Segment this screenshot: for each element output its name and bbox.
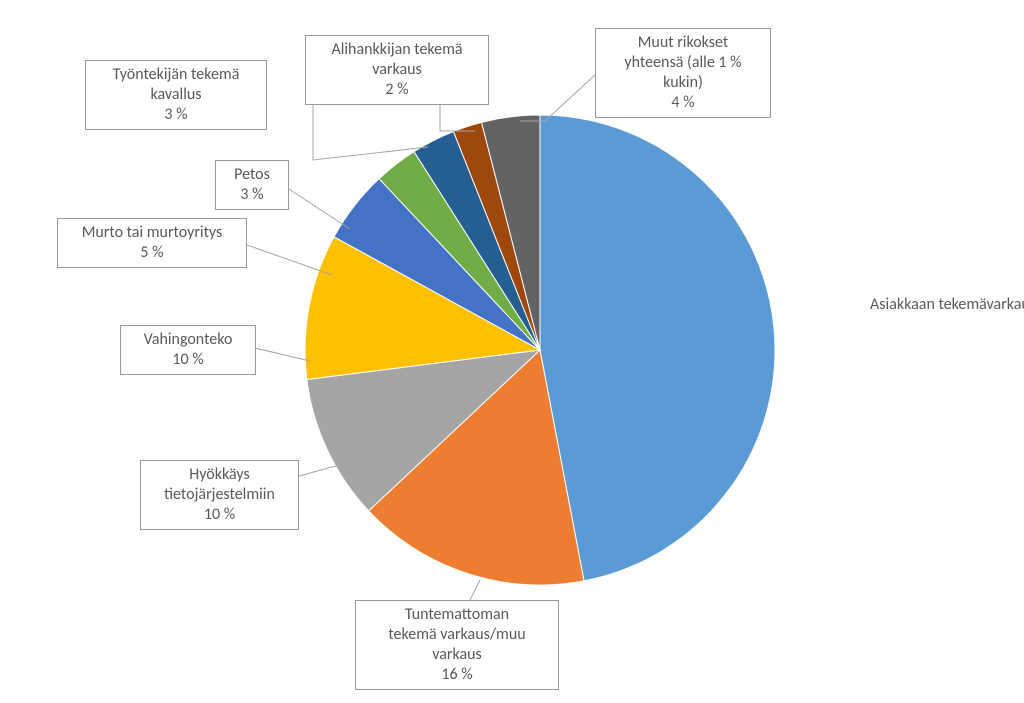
slice-label-line: varkaus [987,295,1024,314]
slice-label-line: tekemä varkaus/muu [362,625,552,645]
slice-label: Alihankkijan tekemävarkaus2 % [305,35,489,105]
slice-label: Vahingonteko10 % [120,325,256,375]
slice-label-percent: 10 % [147,505,292,525]
slice-label: Työntekijän tekemäkavallus3 % [85,60,267,130]
pie-chart-container: Asiakkaan tekemävarkaus47 % Tuntemattoman… [0,0,1024,703]
slice-label-line: Asiakkaan tekemä [870,295,987,314]
slice-label: Murto tai murtoyritys5 % [57,218,247,268]
slice-label-percent: 2 % [312,80,482,100]
leader-line [520,75,595,121]
slice-label: Muut rikoksetyhteensä (alle 1 %kukin)4 % [595,28,771,118]
leader-line [470,580,480,600]
slice-label-line: Murto tai murtoyritys [64,223,240,243]
slice-label-line: Vahingonteko [127,330,249,350]
slice-label-percent: 5 % [64,243,240,263]
slice-label-percent: 3 % [222,185,282,205]
slice-label-percent: 16 % [362,665,552,685]
slice-label-line: Tuntemattoman [362,605,552,625]
slice-label-line: Muut rikokset [602,33,764,53]
slice-label-percent: 3 % [92,105,260,125]
slice-label: Tuntemattomantekemä varkaus/muuvarkaus16… [355,600,559,690]
slice-label-line: tietojärjestelmiin [147,485,292,505]
slice-label-line: kavallus [92,85,260,105]
slice-label: Hyökkäystietojärjestelmiin10 % [140,460,299,530]
leader-line [233,240,332,275]
slice-label-percent: 10 % [127,350,249,370]
slice-label-line: kukin) [602,73,764,93]
slice-label-line: Työntekijän tekemä [92,65,260,85]
slice-label-percent: 4 % [602,93,764,113]
slice-label-line: Alihankkijan tekemä [312,40,482,60]
slice-label: Petos3 % [215,160,289,210]
slice-label-line: varkaus [362,645,552,665]
slice-label-line: Petos [222,165,282,185]
slice-label-line: Hyökkäys [147,465,292,485]
slice-label-line: varkaus [312,60,482,80]
slice-label-line: yhteensä (alle 1 % [602,53,764,73]
pie-slice [540,115,775,581]
slice-label: Asiakkaan tekemävarkaus47 % [870,295,1010,315]
